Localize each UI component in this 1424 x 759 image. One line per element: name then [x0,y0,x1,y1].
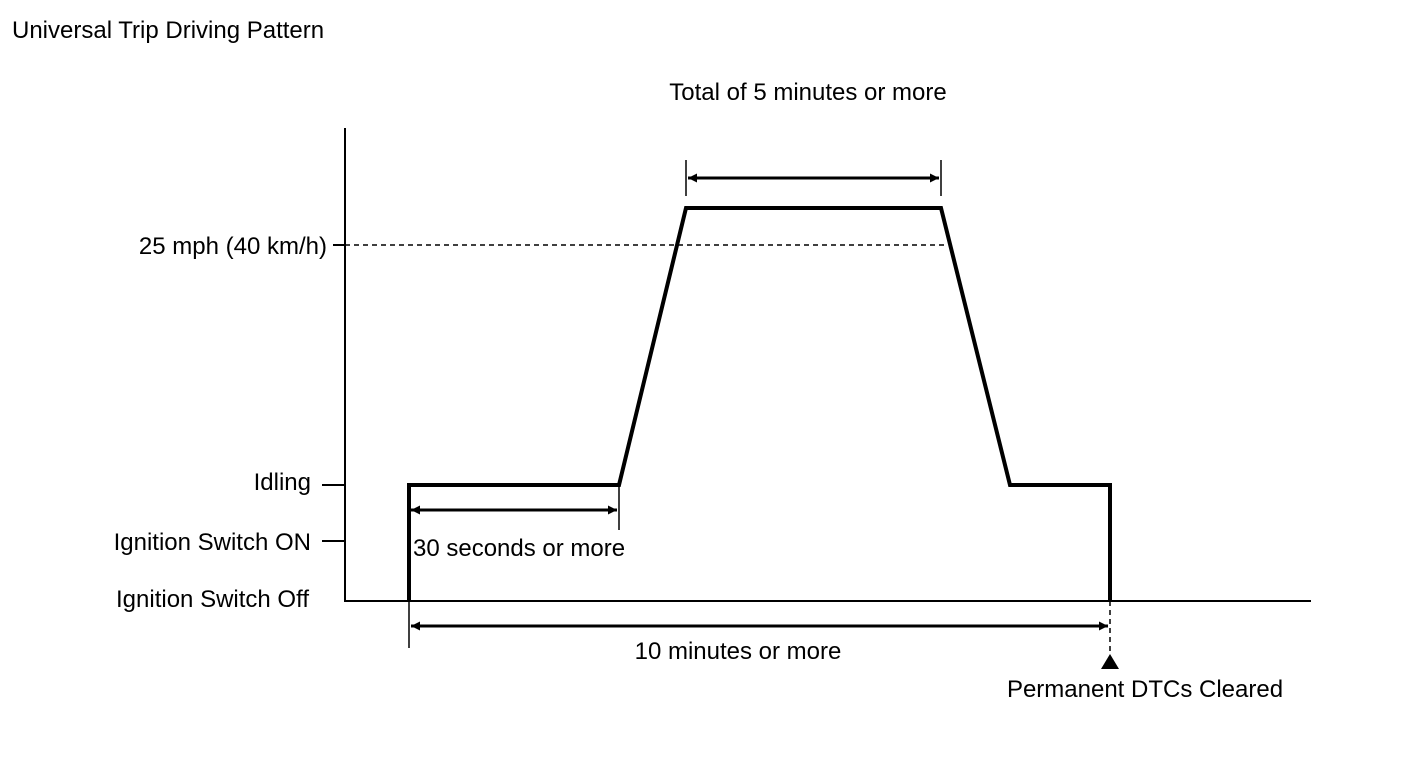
dtc-cleared-label: Permanent DTCs Cleared [1007,676,1283,703]
idle-time-label: 30 seconds or more [413,535,625,562]
dtc-cleared-marker-icon [1101,654,1119,669]
label-ignition-off: Ignition Switch Off [116,586,309,613]
label-speed: 25 mph (40 km/h) [139,233,327,260]
total-time-label: Total of 5 minutes or more [669,79,946,106]
diagram-title: Universal Trip Driving Pattern [12,17,324,44]
driving-profile-line [407,206,1112,601]
label-ignition-on: Ignition Switch ON [114,529,311,556]
label-idling: Idling [254,469,311,496]
overall-time-label: 10 minutes or more [635,638,842,665]
